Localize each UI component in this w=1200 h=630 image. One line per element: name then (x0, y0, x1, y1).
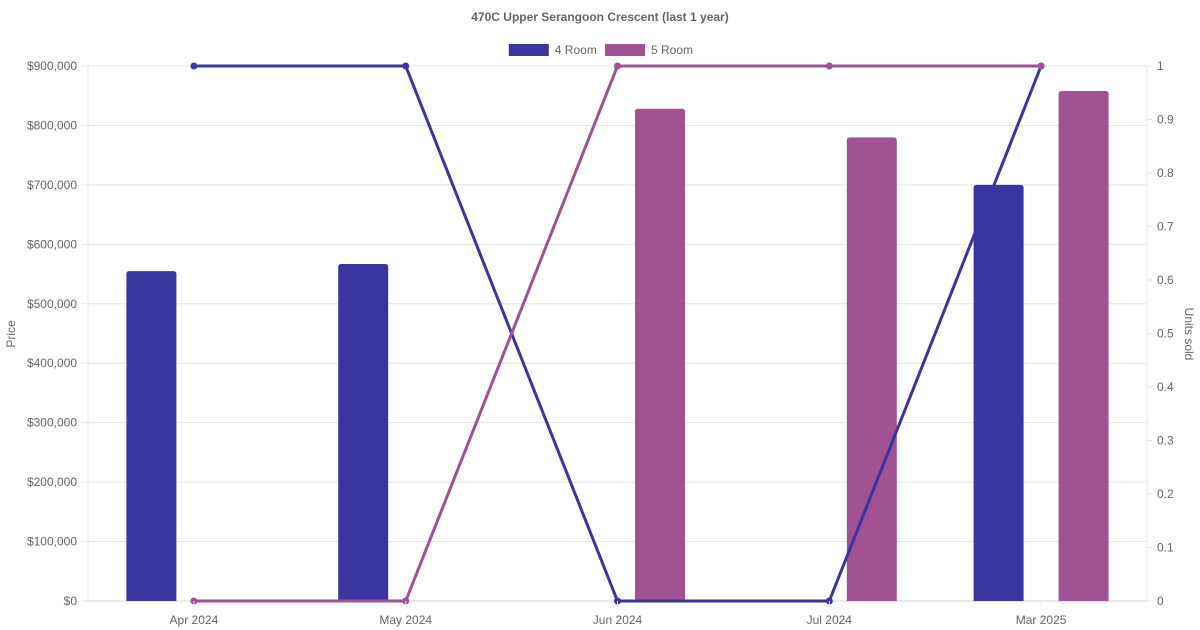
x-tick-label: Apr 2024 (170, 613, 219, 627)
y-tick-label: $800,000 (27, 118, 77, 132)
line-point (1037, 62, 1045, 70)
x-tick-label: May 2024 (379, 613, 432, 627)
y-tick-label: $400,000 (27, 356, 77, 370)
y2-tick-label: 0.5 (1157, 327, 1174, 341)
y2-tick-label: 0.7 (1157, 220, 1174, 234)
bar-4-room (126, 271, 177, 601)
y2-tick-label: 1 (1157, 59, 1164, 73)
line-point (402, 62, 410, 70)
legend: 4 Room 5 Room (508, 43, 693, 57)
x-tick-label: Jun 2024 (593, 613, 643, 627)
y-tick-label: $200,000 (27, 475, 77, 489)
y2-tick-label: 0.2 (1157, 487, 1174, 501)
chart-title: 470C Upper Serangoon Crescent (last 1 ye… (471, 10, 728, 24)
x-axis: Apr 2024 May 2024 Jun 2024 Jul 2024 Mar 2025 (170, 601, 1067, 627)
y2-tick-label: 0 (1157, 594, 1164, 608)
y2-tick-label: 0.9 (1157, 113, 1174, 127)
bar-5-room (635, 108, 685, 602)
y-tick-label: $300,000 (27, 416, 77, 430)
y2-tick-label: 0.6 (1157, 273, 1174, 287)
y2-tick-label: 0.1 (1157, 541, 1174, 555)
line-point (190, 62, 198, 70)
line-point (825, 62, 833, 70)
legend-swatch (605, 44, 645, 56)
lines (190, 62, 1045, 605)
y2-tick-label: 0.3 (1157, 434, 1174, 448)
y2-axis-title: Units sold (1182, 308, 1196, 361)
y-axis-right: 0 0.1 0.2 0.3 0.4 0.5 0.6 0.7 0.8 0.9 1 (1147, 59, 1174, 608)
x-tick-label: Mar 2025 (1016, 613, 1067, 627)
bar-4-room (973, 184, 1024, 601)
y-axis-title: Price (4, 320, 18, 348)
y-tick-label: $900,000 (27, 59, 77, 73)
bars (126, 90, 1109, 602)
y2-tick-label: 0.4 (1157, 380, 1174, 394)
y-tick-label: $600,000 (27, 237, 77, 251)
legend-label: 5 Room (651, 43, 693, 57)
line-point (614, 62, 621, 70)
y-tick-label: $700,000 (27, 178, 77, 192)
legend-swatch (508, 44, 549, 56)
line-4-room (193, 64, 1043, 603)
line-5-room (193, 64, 1042, 603)
y2-tick-label: 0.8 (1157, 166, 1174, 180)
y-tick-label: $0 (64, 594, 78, 608)
bar-5-room (846, 137, 897, 602)
y-tick-label: $500,000 (27, 297, 77, 311)
bar-5-room (1058, 90, 1109, 601)
x-tick-label: Jul 2024 (807, 613, 853, 627)
y-tick-label: $100,000 (27, 535, 77, 549)
legend-label: 4 Room (555, 43, 597, 57)
bar-4-room (338, 263, 389, 601)
y-axis-left: $0 $100,000 $200,000 $300,000 $400,000 $500,0… (27, 59, 77, 608)
